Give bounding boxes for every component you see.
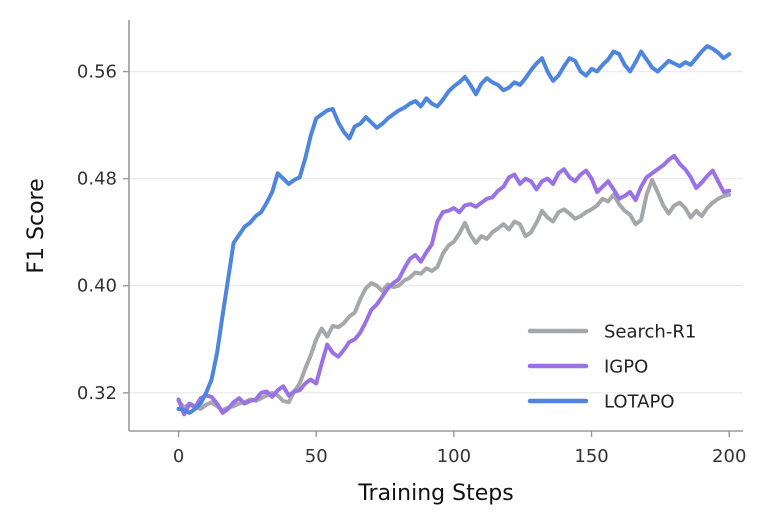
y-tick-label: 0.56 xyxy=(77,62,117,83)
y-tick-label: 0.48 xyxy=(77,169,117,190)
grid xyxy=(129,70,743,394)
series-line-lotapo xyxy=(176,44,732,415)
x-tick-label: 0 xyxy=(173,446,184,467)
legend-label-igpo: IGPO xyxy=(604,357,648,378)
x-tick-label: 50 xyxy=(305,446,328,467)
legend: Search-R1 IGPO LOTAPO xyxy=(527,322,696,413)
y-axis-label: F1 Score xyxy=(24,178,49,273)
y-tick-label: 0.40 xyxy=(77,276,117,297)
x-tick-label: 150 xyxy=(574,446,608,467)
y-ticks: 0.32 0.40 0.48 0.56 xyxy=(77,62,129,404)
axes xyxy=(128,20,743,432)
x-tick-label: 100 xyxy=(437,446,471,467)
legend-label-lotapo: LOTAPO xyxy=(604,392,675,413)
x-ticks: 0 50 100 150 200 xyxy=(173,431,746,467)
y-tick-label: 0.32 xyxy=(77,383,117,404)
series-line-igpo xyxy=(176,153,732,417)
legend-label-search-r1: Search-R1 xyxy=(604,322,696,343)
x-axis-label: Training Steps xyxy=(357,481,513,506)
x-tick-label: 200 xyxy=(712,446,746,467)
plot-lines xyxy=(176,44,732,417)
